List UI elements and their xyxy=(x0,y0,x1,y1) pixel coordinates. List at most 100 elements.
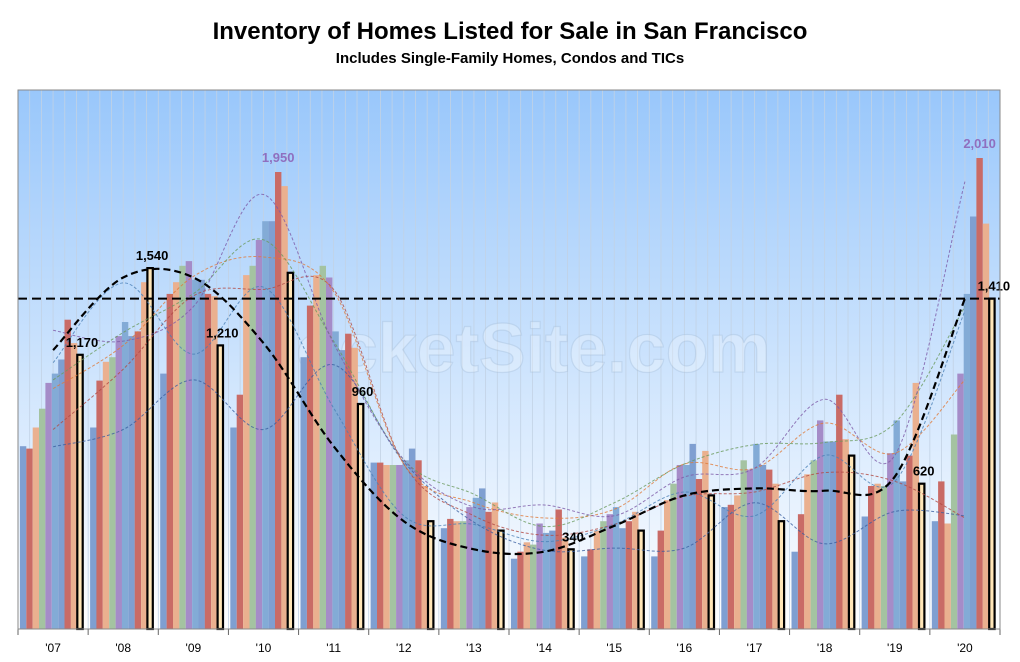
bar xyxy=(970,216,977,629)
bar xyxy=(746,469,754,629)
bar xyxy=(734,495,741,629)
series-trend-curve xyxy=(52,282,966,543)
bar xyxy=(523,542,531,629)
highlight-bar xyxy=(707,494,716,631)
value-label: 340 xyxy=(562,529,584,544)
bar xyxy=(963,293,971,629)
bar xyxy=(204,293,212,629)
value-label: 1,410 xyxy=(978,279,1011,294)
bar xyxy=(300,357,307,629)
bar xyxy=(453,521,460,629)
bar xyxy=(766,469,773,629)
bar xyxy=(555,509,562,629)
highlight-bar xyxy=(567,548,575,631)
value-label: 1,170 xyxy=(66,335,99,350)
bar xyxy=(600,521,607,629)
highlight-bar xyxy=(637,529,645,631)
bar xyxy=(753,443,760,629)
x-tick-label: '08 xyxy=(115,641,131,655)
highlight-bar xyxy=(847,454,856,631)
series-trend-curve xyxy=(52,238,966,528)
highlight-bar xyxy=(356,402,365,631)
bar xyxy=(128,336,135,629)
bar xyxy=(306,305,314,629)
bar xyxy=(587,549,594,629)
bar xyxy=(370,462,377,629)
value-labels: 1,170 1,540 1,210 960 340 620 1,410 1,950 2,010 xyxy=(66,136,1010,544)
bar xyxy=(542,532,550,629)
bar xyxy=(262,221,269,629)
bar xyxy=(593,530,601,629)
bar xyxy=(173,282,180,629)
x-tick-label: '07 xyxy=(45,641,61,655)
bar xyxy=(268,221,275,629)
bar xyxy=(243,275,250,629)
bar xyxy=(491,502,499,629)
x-tick-label: '18 xyxy=(817,641,833,655)
bar xyxy=(906,455,913,629)
bar xyxy=(912,382,919,629)
highlight-bar xyxy=(497,529,505,631)
x-tick-label: '09 xyxy=(186,641,202,655)
bar xyxy=(823,441,830,629)
bar xyxy=(689,443,696,629)
highlight-bar xyxy=(988,297,996,631)
trend-curves xyxy=(52,181,966,556)
bar xyxy=(377,462,384,629)
bar xyxy=(842,439,849,629)
bar xyxy=(70,343,78,629)
bar xyxy=(396,465,403,629)
bar xyxy=(313,275,320,629)
bar xyxy=(39,408,46,629)
bar xyxy=(402,460,409,629)
bar xyxy=(447,518,454,629)
bar xyxy=(332,331,339,629)
bar xyxy=(632,511,639,629)
bar xyxy=(676,465,684,629)
value-label: 1,540 xyxy=(136,248,169,263)
bar xyxy=(817,420,824,629)
bar xyxy=(868,486,875,629)
x-tick-label: '19 xyxy=(887,641,903,655)
bar xyxy=(657,530,664,629)
x-tick-label: '16 xyxy=(677,641,693,655)
bar xyxy=(459,521,467,629)
bar xyxy=(899,481,907,629)
bar xyxy=(141,282,148,629)
bar xyxy=(32,427,40,629)
chart-subtitle: Includes Single-Family Homes, Condos and… xyxy=(335,50,685,67)
value-label: 1,210 xyxy=(206,325,239,340)
bar xyxy=(510,558,518,629)
bar xyxy=(96,380,103,629)
bar xyxy=(185,261,193,629)
bar xyxy=(829,441,837,629)
highlight-bar xyxy=(777,520,786,631)
value-label: 620 xyxy=(913,464,935,479)
highlight-bar xyxy=(216,344,225,631)
bar xyxy=(192,279,199,629)
bar xyxy=(479,488,486,629)
series-trend-curve xyxy=(52,275,966,536)
value-label: 960 xyxy=(352,384,374,399)
bar xyxy=(727,504,735,629)
bar xyxy=(721,507,728,629)
bars xyxy=(19,158,996,631)
bar xyxy=(326,277,333,629)
bar xyxy=(561,537,569,629)
bar xyxy=(26,448,33,629)
bar xyxy=(345,333,352,629)
bar xyxy=(64,319,71,629)
bar xyxy=(160,373,167,629)
bar xyxy=(791,551,798,629)
bar xyxy=(536,523,543,629)
peak-label: 1,950 xyxy=(262,150,295,165)
bar xyxy=(51,373,59,629)
bar xyxy=(275,172,282,629)
bar xyxy=(90,427,97,629)
bar xyxy=(887,453,894,629)
series-trend-curve xyxy=(52,256,966,519)
bar xyxy=(861,516,868,629)
plot-border xyxy=(17,89,1001,630)
bar xyxy=(530,544,537,629)
